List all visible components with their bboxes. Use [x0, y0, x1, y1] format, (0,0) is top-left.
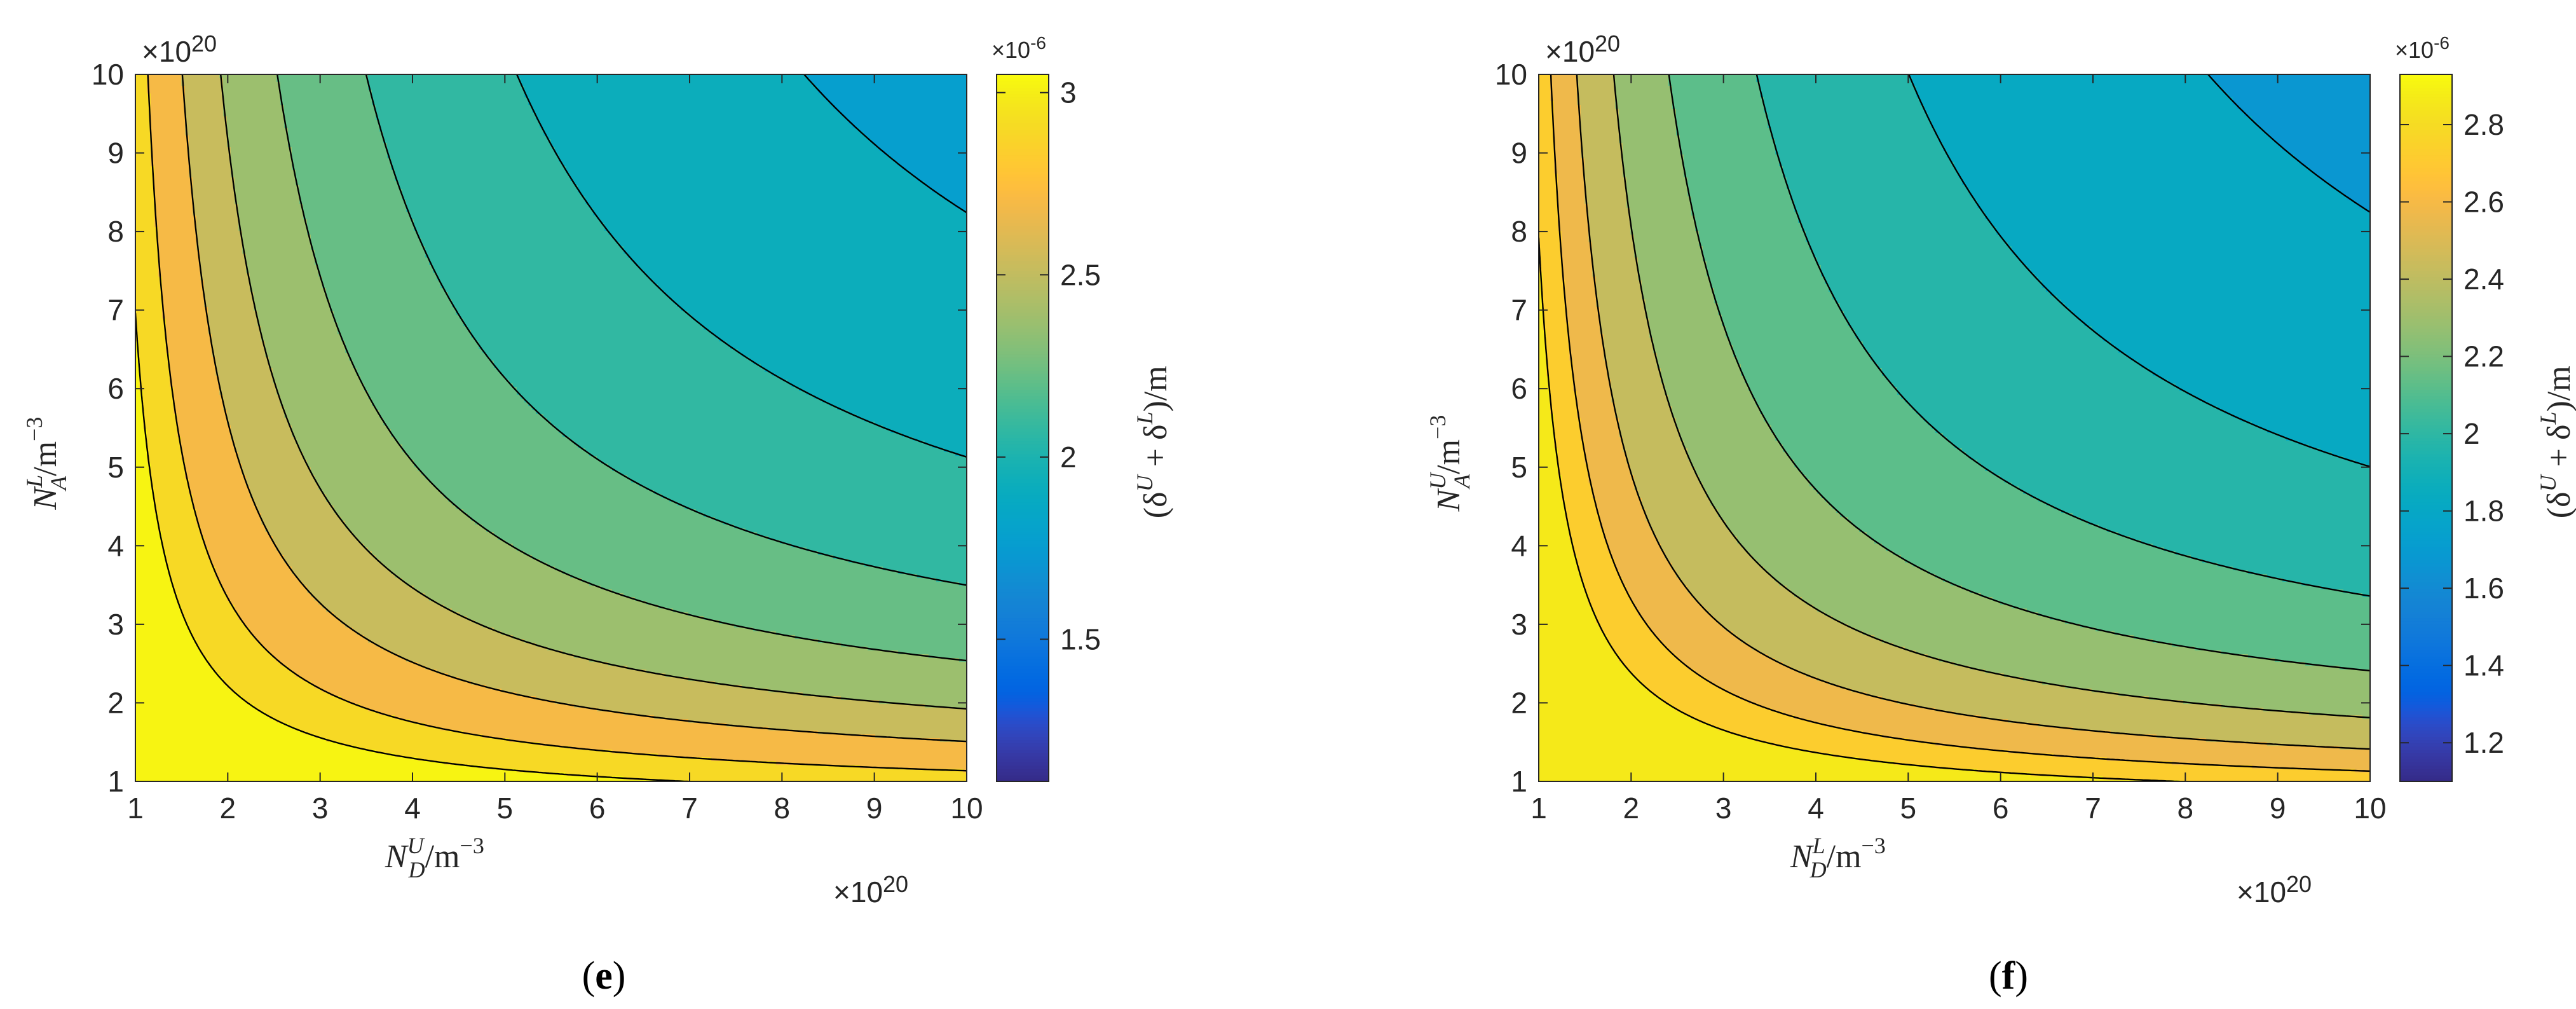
y-tick-label: 7	[1511, 294, 1527, 327]
x-tick-label: 7	[2085, 792, 2101, 825]
panel-caption: (f)	[1989, 954, 2028, 998]
colorbar-multiplier: ×10-6	[2395, 33, 2450, 63]
y-tick-label: 2	[107, 686, 124, 719]
x-tick-label: 2	[220, 792, 236, 825]
colorbar-tick-label: 1.4	[2464, 649, 2504, 682]
contour-line	[515, 74, 967, 458]
contour-line	[220, 74, 967, 710]
colorbar-tick-label: 2.8	[2464, 108, 2504, 141]
x-tick-label: 2	[1623, 792, 1640, 825]
colorbar-label: (δU + δL)/m	[2535, 366, 2576, 518]
x-tick-label: 3	[312, 792, 329, 825]
x-tick-label: 7	[681, 792, 698, 825]
y-tick-label: 9	[1511, 137, 1527, 170]
y-tick-label: 10	[1495, 58, 1527, 91]
y-tick-label: 10	[92, 58, 124, 91]
y-tick-label: 6	[107, 372, 124, 405]
colorbar-tick-label: 3	[1060, 76, 1077, 109]
colorbar-tick-label: 2	[1060, 441, 1077, 474]
colorbar-multiplier: ×10-6	[992, 33, 1046, 63]
colorbar-tick-label: 2.5	[1060, 258, 1101, 291]
x-tick-label: 6	[1993, 792, 2009, 825]
contour-plot-area	[1539, 74, 2370, 781]
panel-f: 1 2 3 4 5 6 7 8 9 10 1 2 3 4 5 6 7 8 9 10 ×1020 ×1020 NL D/m−3 N…	[1425, 31, 2576, 998]
colorbar	[2400, 74, 2452, 782]
contour-line	[135, 312, 704, 781]
contour-line	[1668, 74, 2370, 672]
axes-box	[1538, 74, 2371, 782]
x-multiplier: ×1020	[833, 871, 908, 909]
x-tick-label: 5	[497, 792, 514, 825]
x-tick-label: 1	[1530, 792, 1547, 825]
colorbar-tick-label: 2.6	[2464, 186, 2504, 219]
colorbar-tick-label: 1.2	[2464, 726, 2504, 759]
contour-line	[276, 74, 967, 662]
colorbar-tick-label: 2.4	[2464, 263, 2504, 296]
x-axis-label: NL D/m−3	[1790, 833, 1886, 882]
contour-line	[1612, 74, 2370, 718]
colorbar-tick-label: 1.5	[1060, 622, 1101, 656]
contour-line	[1550, 74, 2370, 772]
x-tick-label: 4	[404, 792, 421, 825]
contour-line	[1908, 74, 2370, 468]
y-tick-label: 9	[107, 137, 124, 170]
x-tick-label: 1	[127, 792, 144, 825]
colorbar-tick-label: 1.8	[2464, 495, 2504, 528]
x-tick-label: 10	[950, 792, 983, 825]
contour-line	[1539, 237, 2198, 781]
x-axis-label: NU D/m−3	[385, 833, 484, 882]
y-tick-label: 6	[1511, 372, 1527, 405]
x-tick-label: 8	[2177, 792, 2194, 825]
contour-line	[2207, 74, 2370, 213]
y-tick-label: 4	[1511, 529, 1527, 562]
y-tick-label: 8	[107, 215, 124, 248]
x-tick-label: 6	[589, 792, 606, 825]
y-tick-label: 3	[107, 608, 124, 641]
x-tick-label: 3	[1715, 792, 1732, 825]
x-tick-label: 9	[866, 792, 883, 825]
x-tick-label: 5	[1900, 792, 1917, 825]
panel-caption: (e)	[582, 954, 626, 998]
colorbar-tick-label: 1.6	[2464, 572, 2504, 605]
contour-line	[1576, 74, 2370, 750]
y-tick-label: 3	[1511, 608, 1527, 641]
contour-line	[147, 74, 967, 772]
y-tick-label: 8	[1511, 215, 1527, 248]
y-tick-label: 2	[1511, 686, 1527, 719]
contour-line	[1755, 74, 2370, 597]
colorbar-tick-label: 2	[2464, 417, 2480, 450]
contour-plot-area	[135, 74, 967, 781]
contour-line	[803, 74, 967, 214]
y-tick-label: 1	[1511, 765, 1527, 798]
panel-e: 1 2 3 4 5 6 7 8 9 10 1 2 3 4 5 6 7 8 9 10 ×1020 ×1020 NU D/m−3 N…	[22, 31, 1174, 998]
y-tick-label: 5	[107, 451, 124, 484]
contour-line	[181, 74, 967, 743]
y-multiplier: ×1020	[142, 31, 217, 68]
y-tick-label: 5	[1511, 451, 1527, 484]
colorbar-tick-label: 2.2	[2464, 340, 2504, 373]
y-axis-label: NUA/m−3	[1425, 415, 1475, 512]
axes-box	[135, 74, 967, 782]
x-tick-label: 10	[2354, 792, 2386, 825]
colorbar	[997, 74, 1049, 782]
colorbar-label: (δU + δL)/m	[1132, 366, 1174, 518]
x-tick-label: 4	[1808, 792, 1824, 825]
contour-line	[365, 74, 967, 586]
y-tick-label: 1	[107, 765, 124, 798]
y-multiplier: ×1020	[1545, 31, 1620, 68]
y-tick-label: 4	[107, 529, 124, 562]
y-tick-label: 7	[107, 294, 124, 327]
x-multiplier: ×1020	[2237, 871, 2312, 909]
x-tick-label: 8	[774, 792, 791, 825]
x-tick-label: 9	[2270, 792, 2286, 825]
y-axis-label: NLA/m−3	[22, 417, 71, 511]
